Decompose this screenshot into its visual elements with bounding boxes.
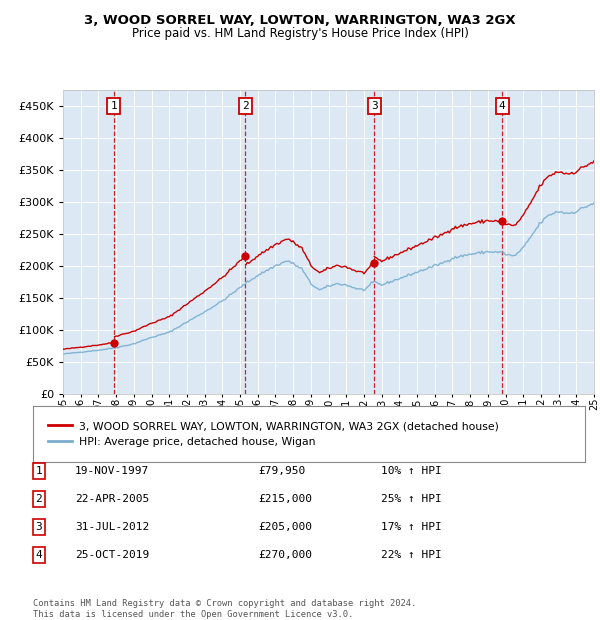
Text: 31-JUL-2012: 31-JUL-2012 [75, 522, 149, 532]
Text: 19-NOV-1997: 19-NOV-1997 [75, 466, 149, 476]
Text: 17% ↑ HPI: 17% ↑ HPI [381, 522, 442, 532]
Text: 22-APR-2005: 22-APR-2005 [75, 494, 149, 504]
Text: £205,000: £205,000 [258, 522, 312, 532]
Text: 4: 4 [499, 101, 506, 111]
Text: 1: 1 [110, 101, 118, 111]
Text: 10% ↑ HPI: 10% ↑ HPI [381, 466, 442, 476]
Text: 3, WOOD SORREL WAY, LOWTON, WARRINGTON, WA3 2GX: 3, WOOD SORREL WAY, LOWTON, WARRINGTON, … [84, 14, 516, 27]
Text: 3: 3 [371, 101, 377, 111]
Text: £79,950: £79,950 [258, 466, 305, 476]
Text: 3: 3 [35, 522, 43, 532]
Text: £270,000: £270,000 [258, 550, 312, 560]
Text: 25-OCT-2019: 25-OCT-2019 [75, 550, 149, 560]
Text: Price paid vs. HM Land Registry's House Price Index (HPI): Price paid vs. HM Land Registry's House … [131, 27, 469, 40]
Text: 25% ↑ HPI: 25% ↑ HPI [381, 494, 442, 504]
Text: 2: 2 [35, 494, 43, 504]
Text: 4: 4 [35, 550, 43, 560]
Text: Contains HM Land Registry data © Crown copyright and database right 2024.
This d: Contains HM Land Registry data © Crown c… [33, 600, 416, 619]
Text: 1: 1 [35, 466, 43, 476]
Text: 22% ↑ HPI: 22% ↑ HPI [381, 550, 442, 560]
Text: £215,000: £215,000 [258, 494, 312, 504]
Legend: 3, WOOD SORREL WAY, LOWTON, WARRINGTON, WA3 2GX (detached house), HPI: Average p: 3, WOOD SORREL WAY, LOWTON, WARRINGTON, … [44, 417, 503, 451]
Text: 2: 2 [242, 101, 248, 111]
